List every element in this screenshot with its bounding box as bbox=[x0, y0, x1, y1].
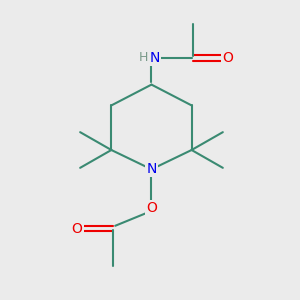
Text: N: N bbox=[149, 51, 160, 65]
Text: H: H bbox=[139, 51, 148, 64]
Text: N: N bbox=[146, 162, 157, 176]
Text: O: O bbox=[72, 222, 83, 236]
Text: O: O bbox=[222, 51, 233, 65]
Text: O: O bbox=[146, 201, 157, 215]
